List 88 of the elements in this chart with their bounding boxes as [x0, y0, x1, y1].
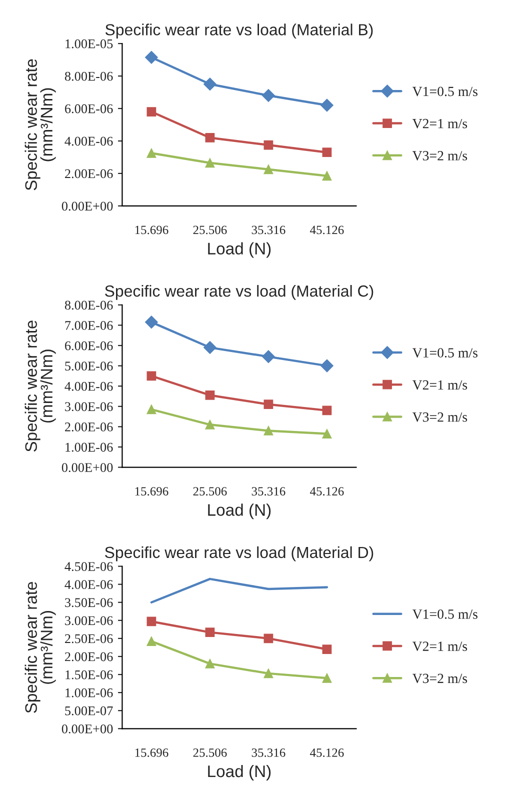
point	[145, 50, 158, 64]
y-tick-label: 4.00E-06	[64, 580, 113, 590]
y-tick-label: 0.00E+00	[62, 724, 113, 734]
point	[262, 89, 275, 102]
legend-label: V1=0.5 m/s	[412, 86, 478, 96]
chart-title: Specific wear rate vs load (Material D)	[105, 546, 374, 562]
y-tick-label: 1.00E-05	[66, 39, 113, 48]
point	[264, 164, 274, 174]
y-tick-label: 1.00E-06	[66, 688, 113, 698]
point	[204, 341, 216, 354]
point	[322, 406, 332, 416]
y-tick-label: 3.00E-06	[65, 616, 113, 626]
point	[146, 404, 156, 414]
x-tick-label: 25.506	[193, 226, 227, 234]
legend-label: V1=0.5 m/s	[412, 609, 478, 619]
y-tick-label: 2.00E-06	[65, 652, 113, 662]
point	[322, 644, 332, 654]
y-tick-label: 2.00E-06	[65, 169, 113, 178]
chart-title: Specific wear rate vs load (Material B)	[105, 24, 373, 39]
x-tick-label: 25.506	[193, 487, 227, 496]
point	[320, 359, 334, 372]
point	[146, 616, 156, 626]
y-tick-label: 7.00E-06	[65, 321, 113, 330]
x-tick-label: 25.506	[193, 748, 227, 757]
point	[264, 400, 274, 410]
y-tick-label: 3.50E-06	[65, 598, 113, 608]
x-tick-label: 45.126	[310, 226, 344, 234]
legend-label: V3=2 m/s	[412, 412, 468, 422]
line-series	[150, 578, 328, 604]
y-tick-label: 8.00E-06	[64, 300, 113, 310]
legend-label: V3=2 m/s	[412, 151, 468, 160]
legend-label: V3=2 m/s	[412, 674, 468, 684]
x-tick-label: 15.696	[135, 748, 168, 757]
y-tick-label: 6.00E-06	[65, 104, 113, 114]
point	[264, 668, 274, 678]
x-tick-label: 45.126	[310, 748, 344, 757]
y-tick-label: 3.00E-06	[65, 402, 113, 412]
legend-label: V2=1 m/s	[412, 118, 468, 128]
y-tick-label: 8.00E-06	[64, 72, 113, 81]
point	[146, 148, 156, 158]
x-tick-label: 15.696	[135, 226, 168, 234]
x-tick-label: 35.316	[252, 487, 286, 496]
point	[322, 171, 332, 181]
legend-label: V2=1 m/s	[412, 642, 468, 652]
y-tick-label: 6.00E-06	[65, 341, 113, 350]
y-tick-label: 1.00E-06	[66, 442, 113, 452]
point	[320, 98, 334, 112]
point	[146, 636, 156, 646]
y-tick-label: 1.50E-06	[66, 670, 113, 680]
point	[146, 371, 156, 381]
x-axis-title: Load (N)	[208, 242, 271, 258]
y-tick-label: 4.00E-06	[64, 382, 113, 391]
point	[322, 673, 332, 683]
x-tick-label: 15.696	[135, 487, 168, 496]
y-tick-label: 5.00E-07	[65, 706, 113, 716]
point	[264, 634, 274, 644]
y-tick-label: 5.00E-06	[65, 362, 113, 371]
y-tick-label: 4.50E-06	[64, 562, 113, 572]
y-tick-label: 2.00E-06	[65, 422, 113, 432]
point	[146, 107, 156, 116]
point	[145, 316, 158, 329]
x-axis-title: Load (N)	[208, 504, 271, 520]
point	[322, 148, 332, 158]
x-tick-label: 35.316	[252, 748, 286, 757]
point	[205, 158, 215, 168]
point	[205, 420, 215, 430]
y-axis-title: Specific wear rate (mm³/Nm)	[24, 582, 56, 713]
x-tick-label: 35.316	[252, 226, 286, 234]
legend-label: V2=1 m/s	[412, 380, 468, 390]
point	[205, 133, 215, 142]
y-tick-label: 0.00E+00	[62, 463, 113, 472]
y-axis-title: Specific wear rate (mm³/Nm)	[24, 320, 56, 452]
x-tick-label: 45.126	[310, 487, 344, 496]
y-tick-label: 4.00E-06	[64, 136, 113, 146]
point	[262, 350, 275, 364]
y-axis-title: Specific wear rate (mm³/Nm)	[24, 59, 56, 190]
y-tick-label: 2.50E-06	[65, 634, 113, 644]
x-axis-title: Load (N)	[208, 764, 271, 781]
point	[322, 429, 332, 438]
point	[204, 78, 216, 91]
point	[205, 390, 215, 400]
point	[264, 426, 274, 436]
point	[205, 659, 215, 668]
point	[205, 628, 215, 637]
chart-title: Specific wear rate vs load (Material C)	[105, 285, 374, 300]
point	[264, 140, 274, 150]
y-tick-label: 0.00E+00	[62, 202, 113, 211]
legend-label: V1=0.5 m/s	[412, 348, 478, 358]
